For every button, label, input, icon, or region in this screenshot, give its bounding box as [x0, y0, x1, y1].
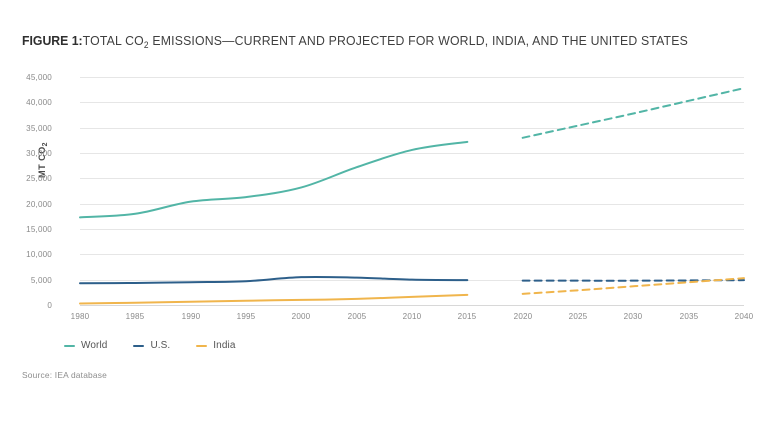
- x-axis-tick-label: 2020: [513, 311, 533, 321]
- y-axis-tick-label: 35,000: [26, 122, 52, 133]
- legend-swatch-icon: [196, 344, 208, 347]
- series-line-india: [79, 293, 469, 305]
- series-line-world: [79, 140, 469, 219]
- chart-plot-area: 0 5,000 10,000 15,000 20,000 25,000 30,000 35,0…: [26, 72, 753, 321]
- y-axis-tick-label: 15,000: [26, 224, 52, 234]
- y-axis-tick-label: 0: [47, 300, 52, 310]
- legend-item-label: India: [213, 340, 236, 351]
- gridline: [80, 305, 744, 306]
- y-axis-tick-label: 40,000: [26, 97, 52, 108]
- gridline: [80, 102, 744, 104]
- figure-title-prefix: TOTAL CO: [82, 33, 144, 48]
- gridline: [80, 178, 744, 180]
- series-line-u-s: [79, 275, 469, 285]
- series-line-world-projected: [521, 87, 745, 139]
- legend-item-label: World: [81, 340, 108, 351]
- figure-title-subscript: 2: [143, 40, 149, 50]
- series-line-india-projected: [521, 277, 745, 295]
- figure-title-suffix: EMISSIONS—CURRENT AND PROJECTED FOR WORL…: [148, 33, 688, 48]
- y-axis-tick-label: 5,000: [30, 274, 52, 285]
- x-axis-tick-label: 2005: [347, 311, 367, 321]
- legend-item-world[interactable]: World: [64, 340, 107, 351]
- line-chart-svg: [79, 87, 745, 305]
- x-axis-tick-label: 1990: [181, 311, 201, 321]
- x-axis-tick-label: 2025: [568, 311, 588, 321]
- y-axis-tick-label: 20,000: [26, 198, 52, 209]
- legend-item-label: U.S.: [150, 340, 171, 351]
- figure-number: FIGURE 1:: [22, 33, 83, 48]
- gridline: [80, 127, 744, 129]
- gridline: [80, 254, 744, 256]
- x-axis-tick-label: 2010: [402, 311, 422, 321]
- x-axis-tick-label: 2035: [679, 311, 699, 321]
- x-axis-tick-label: 1980: [70, 311, 90, 321]
- y-axis-tick-label: 30,000: [26, 148, 52, 158]
- chart-legend: World U.S. India: [64, 340, 235, 351]
- x-axis-tick-label: 2000: [291, 311, 311, 321]
- legend-item-india[interactable]: India: [196, 340, 235, 351]
- x-axis-tick-label: 2015: [457, 311, 477, 321]
- x-axis-tick-label: 1995: [236, 311, 256, 321]
- legend-item-us[interactable]: U.S.: [133, 340, 170, 351]
- legend-swatch-icon: [64, 344, 75, 347]
- gridline: [80, 229, 744, 230]
- y-axis-tick-label: 45,000: [26, 72, 52, 82]
- gridline: [80, 153, 744, 154]
- series-line-u-s-projected: [521, 279, 745, 282]
- gridline: [80, 203, 744, 205]
- y-axis-tick-label: 25,000: [26, 173, 52, 184]
- source-note: Source: IEA database: [22, 370, 108, 380]
- y-axis-title-subscript: 2: [41, 142, 49, 147]
- x-axis-tick-label: 1985: [125, 311, 145, 321]
- x-axis-tick-label: 2030: [623, 311, 643, 321]
- legend-swatch-icon: [133, 344, 145, 347]
- y-axis-tick-label: 10,000: [26, 249, 52, 260]
- x-axis-tick-label: 2040: [734, 311, 754, 321]
- gridline: [80, 77, 744, 78]
- page-title: FIGURE 1:TOTAL CO2 EMISSIONS—CURRENT AND…: [22, 33, 688, 50]
